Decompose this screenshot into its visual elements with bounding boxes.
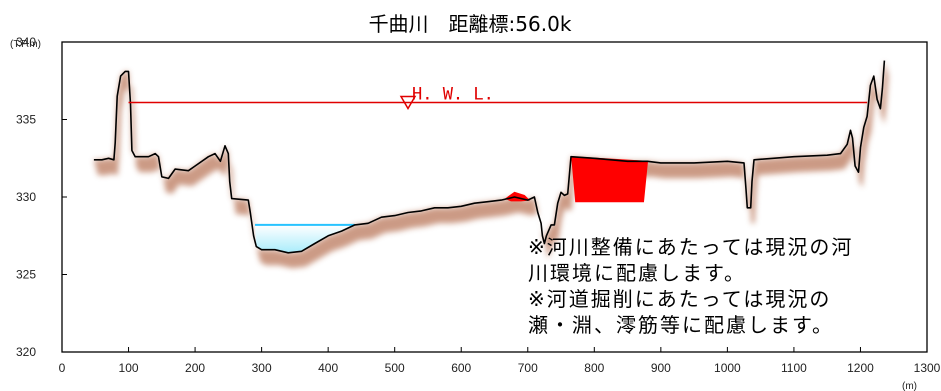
y-tick-label-340: 340 — [16, 35, 36, 49]
x-tick-label-1200: 1200 — [847, 361, 874, 375]
axes: 320 325 330 335 340 0 100 200 300 400 500 600 700 800… — [16, 35, 941, 375]
note-line-2: 川環境に配慮します。 — [528, 261, 746, 285]
excavation-areas — [504, 156, 649, 203]
water-area — [254, 223, 355, 253]
y-tick-label-335: 335 — [16, 113, 36, 127]
x-tick-label-1000: 1000 — [714, 361, 741, 375]
note-line-1: ※河川整備にあたっては現況の河 — [528, 235, 853, 259]
hwl-marker-icon — [399, 95, 417, 110]
y-tick-label-330: 330 — [16, 190, 36, 204]
x-axis-unit-label: (m) — [902, 381, 917, 391]
x-tick-label-900: 900 — [651, 361, 671, 375]
x-tick-label-700: 700 — [518, 361, 538, 375]
x-tick-label-300: 300 — [252, 361, 272, 375]
excavation-area-2 — [571, 156, 649, 203]
x-tick-label-800: 800 — [584, 361, 604, 375]
y-tick-label-325: 325 — [16, 268, 36, 282]
x-tick-label-1100: 1100 — [781, 361, 807, 375]
x-tick-label-1300: 1300 — [914, 361, 941, 375]
chart-title: 千曲川 距離標:56.0k — [369, 12, 572, 36]
embankment-band — [93, 60, 889, 269]
x-tick-label-100: 100 — [119, 361, 139, 375]
x-tick-label-500: 500 — [385, 361, 405, 375]
note-line-3: ※河道掘削にあたっては現況の — [528, 287, 831, 311]
hwl-label: H. W. L. — [412, 84, 494, 104]
x-tick-label-0: 0 — [59, 361, 66, 375]
ground-line — [93, 60, 886, 254]
embankment-fill — [93, 60, 889, 269]
x-tick-label-400: 400 — [318, 361, 338, 375]
x-tick-label-600: 600 — [451, 361, 471, 375]
note-line-4: 瀬・淵、澪筋等に配慮します。 — [528, 313, 834, 337]
ground-profile — [93, 60, 886, 254]
y-tick-label-320: 320 — [16, 345, 36, 359]
water-fill — [255, 224, 355, 253]
hwl-group: H. W. L. — [128, 84, 868, 110]
note-box: ※河川整備にあたっては現況の河 川環境に配慮します。 ※河道掘削にあたっては現況… — [528, 235, 853, 337]
y-axis-unit-label: (T.P.m) — [10, 39, 41, 50]
x-tick-label-200: 200 — [185, 361, 205, 375]
